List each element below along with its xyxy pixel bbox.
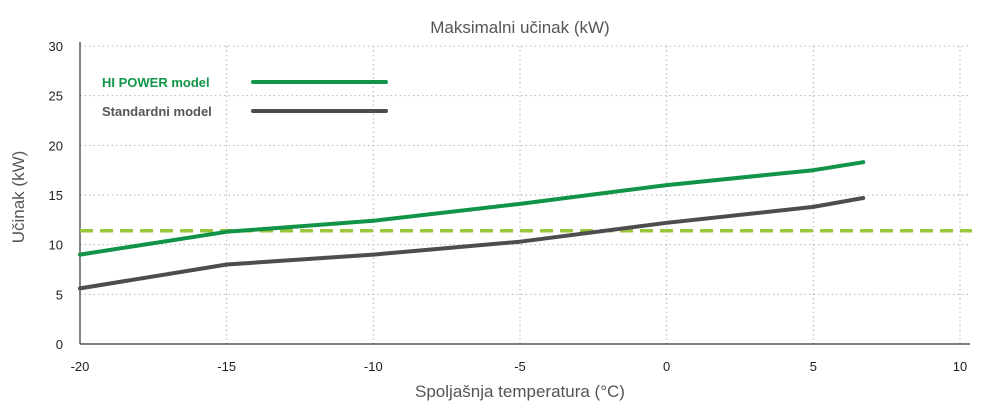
axes (79, 42, 970, 345)
x-tick-label-1: -15 (217, 359, 236, 374)
x-tick-label-4: 0 (663, 359, 670, 374)
y-tick-label-2: 10 (49, 238, 63, 253)
y-tick-label-5: 25 (49, 89, 63, 104)
series-line-0 (78, 160, 866, 257)
tick-labels: -20 -15 -10 -5 0 5 10 0 5 10 15 20 25 30 (49, 39, 968, 374)
y-axis-label: Učinak (kW) (9, 151, 28, 244)
y-tick-label-4: 20 (49, 138, 63, 153)
x-axis-label: Spoljašnja temperatura (°C) (415, 382, 625, 401)
y-tick-label-3: 15 (49, 188, 63, 203)
legend-label-0: HI POWER model (102, 75, 210, 90)
x-tick-label-6: 10 (953, 359, 967, 374)
legend-label-1: Standardni model (102, 104, 212, 119)
grid (80, 45, 970, 344)
series-group (78, 160, 866, 291)
series-line-1 (78, 196, 866, 291)
x-tick-label-5: 5 (810, 359, 817, 374)
x-tick-label-2: -10 (364, 359, 383, 374)
y-tick-label-1: 5 (56, 287, 63, 302)
y-tick-label-6: 30 (49, 39, 63, 54)
y-tick-label-0: 0 (56, 337, 63, 352)
chart-title: Maksimalni učinak (kW) (430, 18, 609, 37)
legend: HI POWER model Standardni model (102, 75, 388, 119)
x-tick-label-3: -5 (514, 359, 526, 374)
x-tick-label-0: -20 (71, 359, 90, 374)
